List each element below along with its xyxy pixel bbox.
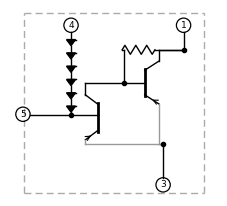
Polygon shape [66,66,75,72]
Text: 3: 3 [160,180,165,189]
Text: 4: 4 [68,21,74,30]
Polygon shape [66,53,75,59]
Polygon shape [66,80,75,86]
Polygon shape [66,93,75,99]
Text: 1: 1 [180,21,186,30]
Polygon shape [66,106,75,112]
Text: 5: 5 [20,110,26,119]
Polygon shape [66,40,75,46]
